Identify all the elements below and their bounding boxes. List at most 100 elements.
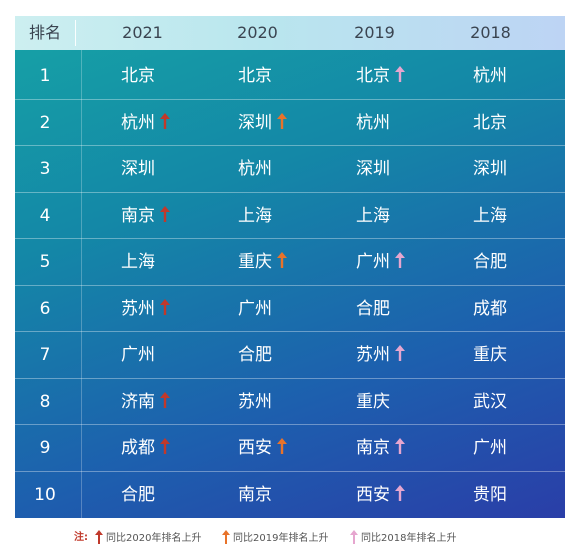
row-divider	[15, 331, 565, 332]
table-row: 1 北京 北京 北京 杭州	[15, 53, 565, 99]
city-name: 杭州	[473, 66, 507, 86]
rank-cell: 2	[39, 112, 51, 133]
city-name: 上海	[356, 205, 390, 226]
city-name: 深圳	[121, 159, 155, 179]
pink-up-arrow-icon	[350, 530, 358, 544]
legend-note-label: 注:	[74, 532, 88, 543]
legend-text-2019: 同比2019年排名上升	[233, 533, 329, 544]
city-name: 广州	[356, 252, 390, 272]
header-rank: 排名	[28, 23, 61, 42]
table-row: 6 苏州 广州 合肥 成都	[15, 286, 565, 332]
city-name: 西安	[356, 484, 390, 505]
city-cell-2020: 重庆	[238, 239, 287, 285]
rank-cell: 5	[39, 252, 51, 272]
city-cell-2019: 重庆	[356, 379, 390, 425]
city-name: 重庆	[473, 345, 507, 365]
city-cell-2018: 深圳	[473, 146, 507, 192]
city-cell-2020: 上海	[238, 193, 272, 239]
city-name: 北京	[238, 66, 272, 86]
city-cell-2018: 合肥	[473, 239, 507, 285]
city-cell-2021: 济南	[121, 379, 170, 425]
city-cell-2020: 西安	[238, 425, 287, 471]
pink-up-arrow-icon	[395, 252, 405, 268]
row-divider	[15, 377, 565, 379]
pink-up-arrow-icon	[395, 438, 405, 454]
city-name: 北京	[356, 66, 390, 86]
city-name: 广州	[121, 345, 155, 365]
city-name: 上海	[238, 205, 272, 226]
city-name: 深圳	[473, 159, 507, 179]
table-row: 4 南京 上海 上海 上海	[15, 193, 565, 239]
legend-item-2020: 同比2020年排名上升	[95, 530, 201, 547]
legend-text-2018: 同比2018年排名上升	[361, 533, 457, 544]
city-cell-2019: 西安	[356, 472, 405, 518]
city-name: 武汉	[473, 391, 507, 412]
city-cell-2018: 广州	[473, 425, 507, 471]
city-cell-2020: 深圳	[238, 100, 287, 146]
legend-item-2018: 同比2018年排名上升	[350, 530, 456, 547]
city-name: 成都	[473, 298, 507, 319]
city-name: 南京	[238, 484, 272, 505]
city-cell-2018: 上海	[473, 193, 507, 239]
city-cell-2020: 北京	[238, 53, 272, 99]
row-divider	[15, 238, 565, 239]
city-cell-2021: 深圳	[121, 146, 155, 192]
city-cell-2020: 广州	[238, 286, 272, 332]
city-cell-2019: 上海	[356, 193, 390, 239]
city-name: 广州	[473, 438, 507, 458]
city-name: 合肥	[473, 252, 507, 272]
city-cell-2019: 北京	[356, 53, 405, 99]
row-divider	[15, 98, 565, 100]
row-divider	[15, 145, 565, 146]
city-cell-2021: 北京	[121, 53, 155, 99]
city-name: 成都	[121, 438, 155, 458]
rank-cell: 4	[39, 205, 51, 226]
ranking-table: 排名 2021 2020 2019 2018 1 北京 北京 北京 杭州 2 杭州 深圳 杭州北…	[15, 16, 565, 518]
table-header: 排名 2021 2020 2019 2018	[15, 16, 565, 50]
orange-up-arrow-icon	[277, 252, 287, 268]
header-2020: 2020	[237, 23, 278, 42]
city-name: 合肥	[356, 298, 390, 319]
pink-up-arrow-icon	[395, 484, 405, 501]
header-2021: 2021	[122, 23, 163, 42]
city-cell-2019: 深圳	[356, 146, 390, 192]
rank-cell: 7	[39, 345, 51, 365]
red-up-arrow-icon	[160, 438, 170, 454]
orange-up-arrow-icon	[277, 112, 287, 129]
city-cell-2018: 北京	[473, 100, 507, 146]
row-divider	[15, 191, 565, 193]
table-row: 10 合肥 南京 西安 贵阳	[15, 472, 565, 518]
orange-up-arrow-icon	[222, 530, 230, 544]
city-name: 深圳	[356, 159, 390, 179]
city-cell-2021: 广州	[121, 332, 155, 378]
city-cell-2019: 广州	[356, 239, 405, 285]
column-divider	[81, 50, 82, 518]
city-name: 杭州	[121, 112, 155, 133]
red-up-arrow-icon	[160, 298, 170, 315]
header-2019: 2019	[354, 23, 395, 42]
city-name: 贵阳	[473, 484, 507, 505]
city-name: 广州	[238, 298, 272, 319]
legend: 注: 同比2020年排名上升 同比2019年排名上升 同比2018年排名上升	[0, 530, 578, 546]
orange-up-arrow-icon	[277, 438, 287, 454]
table-row: 5 上海 重庆 广州 合肥	[15, 239, 565, 285]
legend-text-2020: 同比2020年排名上升	[106, 533, 202, 544]
city-cell-2021: 苏州	[121, 286, 170, 332]
city-name: 济南	[121, 391, 155, 412]
city-cell-2021: 上海	[121, 239, 155, 285]
city-cell-2021: 南京	[121, 193, 170, 239]
city-cell-2020: 杭州	[238, 146, 272, 192]
city-cell-2021: 合肥	[121, 472, 155, 518]
row-divider	[15, 470, 565, 472]
city-name: 杭州	[238, 159, 272, 179]
city-name: 南京	[121, 205, 155, 226]
city-name: 北京	[121, 66, 155, 86]
rank-cell: 8	[39, 391, 51, 412]
rank-cell: 6	[39, 298, 51, 319]
city-cell-2020: 南京	[238, 472, 272, 518]
city-cell-2020: 合肥	[238, 332, 272, 378]
city-cell-2019: 南京	[356, 425, 405, 471]
header-2018: 2018	[470, 23, 511, 42]
city-cell-2020: 苏州	[238, 379, 272, 425]
rank-cell: 10	[34, 484, 56, 505]
